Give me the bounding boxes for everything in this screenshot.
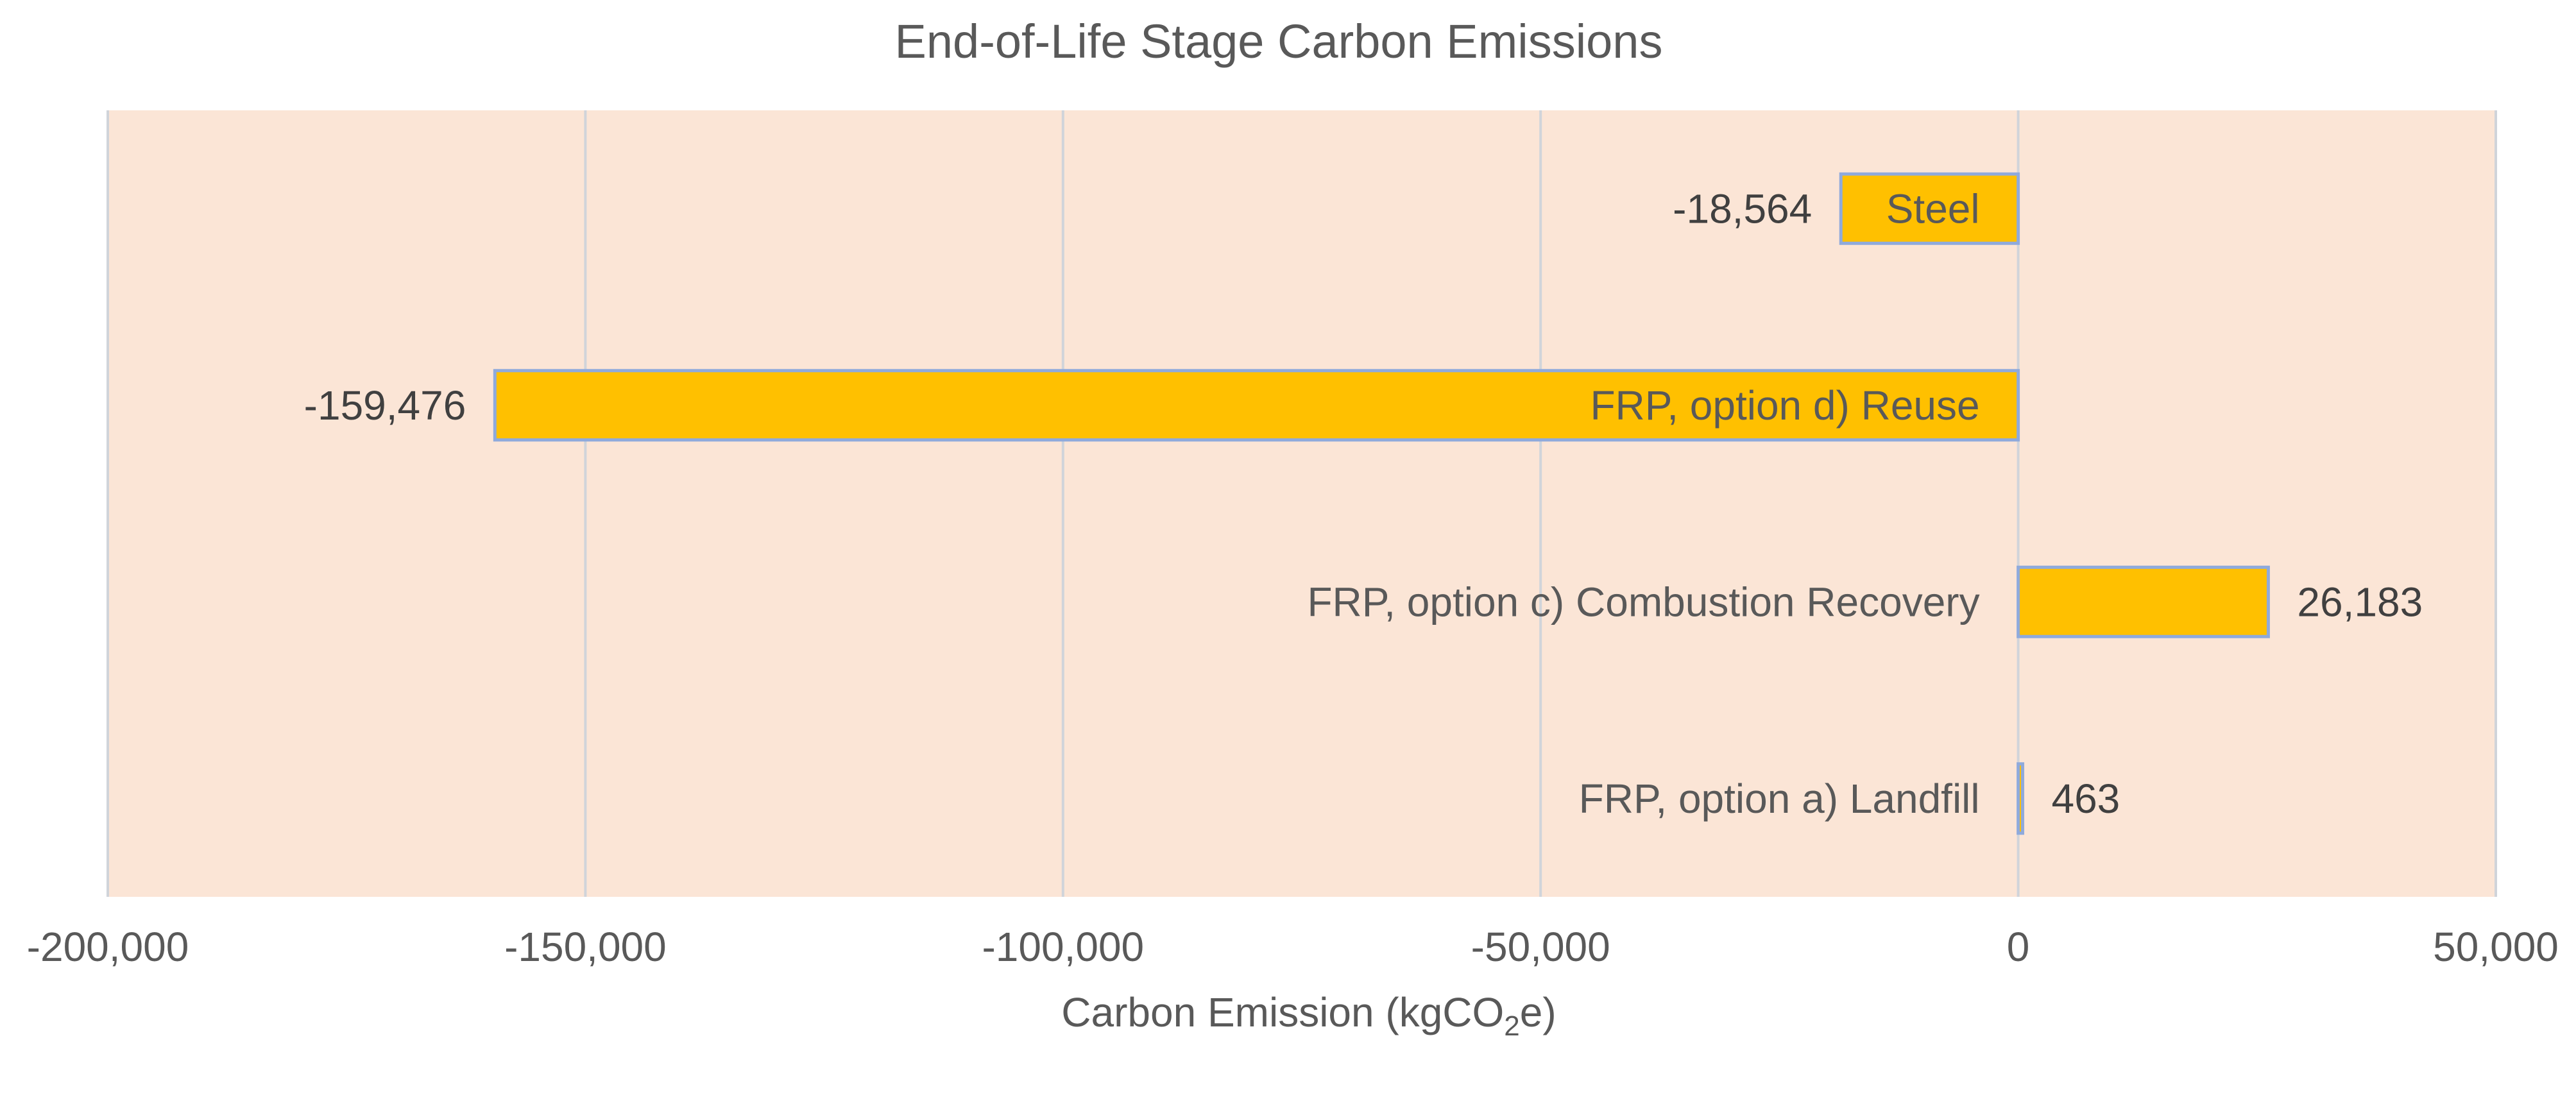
value-labels: -18,564 -159,476 26,183 463 [304, 185, 2423, 822]
x-axis-title-main: Carbon Emission (kgCO [1061, 989, 1504, 1035]
data-label: -18,564 [1673, 185, 1812, 232]
plot-area [108, 110, 2496, 897]
category-label: FRP, option c) Combustion Recovery [1307, 579, 1979, 625]
data-label: 463 [2051, 776, 2120, 822]
chart-title: End-of-Life Stage Carbon Emissions [895, 15, 1663, 68]
bars [493, 172, 2270, 835]
bar [2017, 762, 2024, 835]
x-tick-label: -50,000 [1471, 924, 1610, 970]
bar [2017, 565, 2270, 638]
x-axis-tick-labels: -200,000 -150,000 -100,000 -50,000 0 50,000 [27, 924, 2559, 970]
category-label: FRP, option d) Reuse [1590, 382, 1979, 429]
bar [493, 369, 2020, 442]
x-tick-label: 50,000 [2433, 924, 2559, 970]
x-tick-label: -100,000 [982, 924, 1144, 970]
x-axis-title-subscript: 2 [1504, 1010, 1519, 1042]
bar [1839, 172, 2020, 245]
data-label: -159,476 [304, 382, 466, 429]
category-label: FRP, option a) Landfill [1579, 776, 1980, 822]
x-tick-label: -150,000 [504, 924, 667, 970]
category-label: Steel [1886, 185, 1980, 232]
gridlines [107, 110, 2497, 897]
x-tick-label: 0 [2007, 924, 2030, 970]
category-labels: Steel FRP, option d) Reuse FRP, option c) … [1307, 185, 1979, 822]
data-label: 26,183 [2297, 579, 2423, 625]
x-tick-label: -200,000 [27, 924, 189, 970]
x-axis-title-end: e) [1520, 989, 1557, 1035]
x-axis-title: Carbon Emission (kgCO2e) [1061, 989, 1556, 1042]
